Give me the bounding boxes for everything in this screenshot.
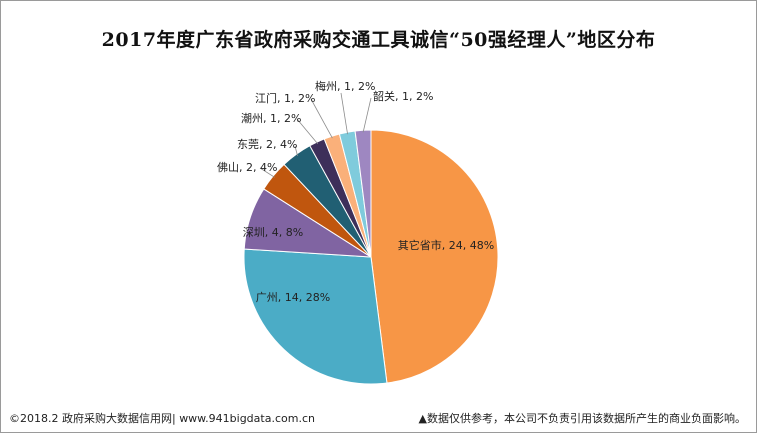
leader-line-4 [294, 145, 298, 156]
footer-disclaimer: ▲数据仅供参考，本公司不负责引用该数据所产生的商业负面影响。 [418, 412, 746, 425]
leader-lines [259, 92, 372, 178]
pie-slice-0 [370, 129, 499, 384]
pie-slice-8 [354, 129, 372, 258]
slice-label-8: 韶关, 1, 2% [373, 89, 433, 103]
leader-line-7 [340, 92, 348, 135]
leader-line-8 [362, 97, 372, 133]
slice-labels: 其它省市, 24, 48% 广州, 14, 28% 深圳, 4, 8% 佛山, 2, … [217, 79, 494, 304]
slice-label-4: 东莞, 2, 4% [237, 138, 297, 151]
footer-copyright: ©2018.2 政府采购大数据信用网| www.941bigdata.com.c… [9, 412, 315, 425]
leader-line-5 [296, 118, 319, 145]
slice-label-7: 梅州, 1, 2% [315, 79, 375, 93]
pie-slice-1 [243, 248, 388, 385]
pie-slices [243, 129, 499, 385]
slice-label-1: 广州, 14, 28% [256, 291, 330, 304]
slice-label-3: 佛山, 2, 4% [217, 161, 277, 174]
slice-label-2: 深圳, 4, 8% [243, 226, 303, 239]
slice-label-6: 江门, 1, 2% [255, 91, 315, 105]
leader-line-6 [310, 98, 333, 139]
chart-title: 2017年度广东省政府采购交通工具诚信“50强经理人”地区分布 [101, 29, 656, 51]
slice-label-0: 其它省市, 24, 48% [398, 238, 494, 252]
slice-label-5: 潮州, 1, 2% [241, 111, 301, 125]
leader-line-3 [259, 167, 275, 178]
